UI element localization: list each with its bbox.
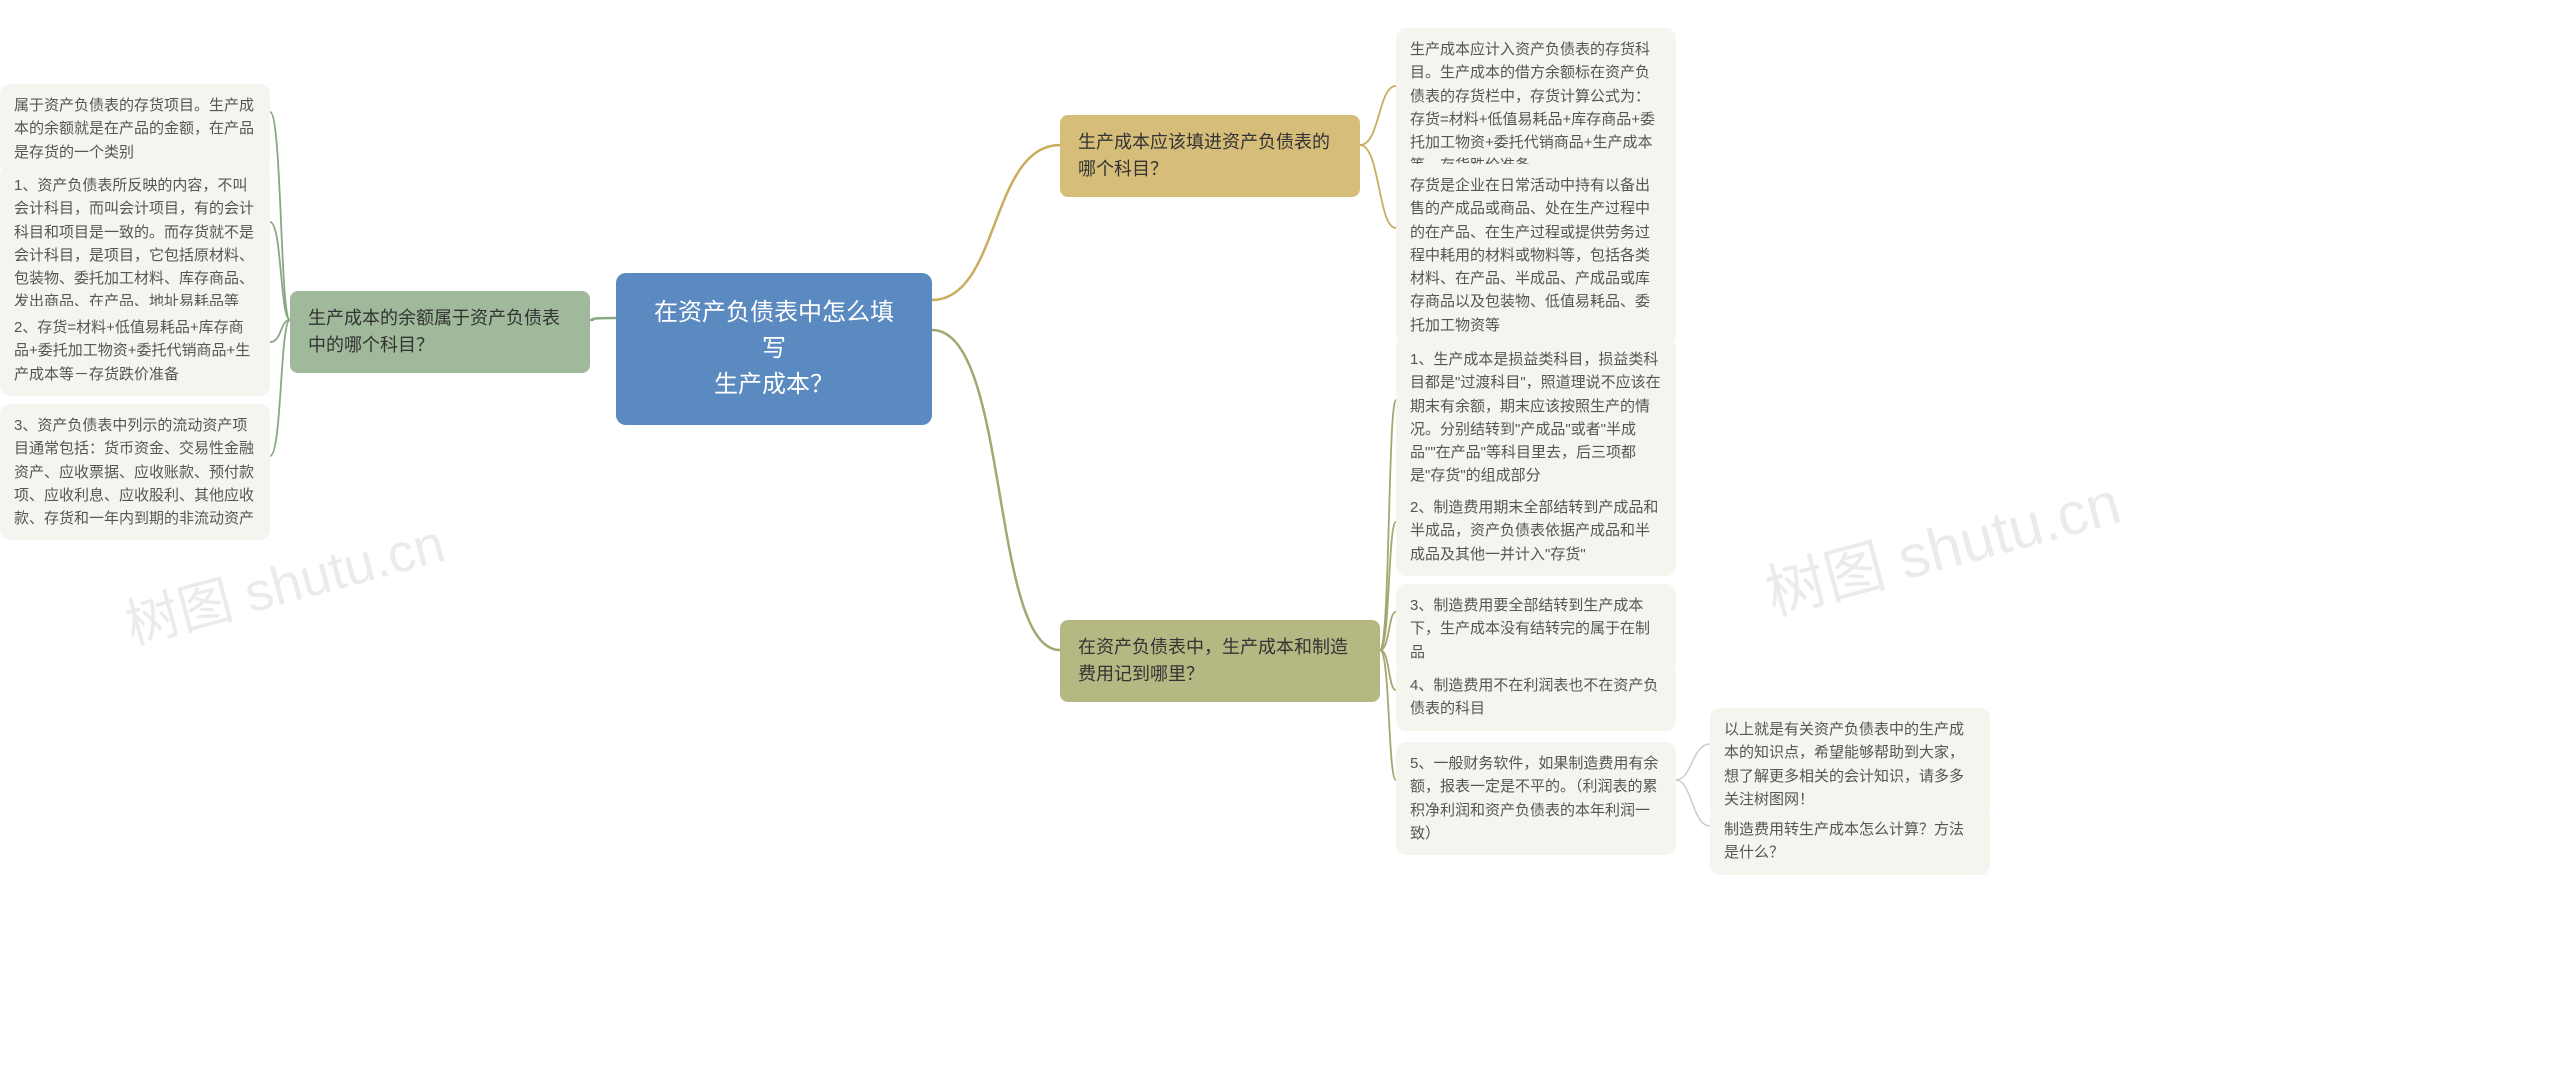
- leaf-left-1: 1、资产负债表所反映的内容，不叫会计科目，而叫会计项目，有的会计科目和项目是一致…: [0, 164, 270, 324]
- branch-left: 生产成本的余额属于资产负债表中的哪个科目？: [290, 291, 590, 373]
- leaf-left-0: 属于资产负债表的存货项目。生产成本的余额就是在产品的金额，在产品是存货的一个类别: [0, 84, 270, 174]
- leaf-br-4-0: 以上就是有关资产负债表中的生产成本的知识点，希望能够帮助到大家，想了解更多相关的…: [1710, 708, 1990, 821]
- branch-top-right: 生产成本应该填进资产负债表的哪个科目？: [1060, 115, 1360, 197]
- leaf-br-1: 2、制造费用期末全部结转到产成品和半成品，资产负债表依据产成品和半成品及其他一并…: [1396, 486, 1676, 576]
- center-line1: 在资产负债表中怎么填写: [644, 295, 904, 367]
- leaf-br-2: 3、制造费用要全部结转到生产成本下，生产成本没有结转完的属于在制品: [1396, 584, 1676, 674]
- leaf-left-3: 3、资产负债表中列示的流动资产项目通常包括：货币资金、交易性金融资产、应收票据、…: [0, 404, 270, 540]
- watermark: 树图 shutu.cn: [1755, 454, 2129, 632]
- leaf-br-4-1: 制造费用转生产成本怎么计算？方法是什么？: [1710, 808, 1990, 875]
- leaf-br-3: 4、制造费用不在利润表也不在资产负债表的科目: [1396, 664, 1676, 731]
- leaf-br-0: 1、生产成本是损益类科目，损益类科目都是"过渡科目"，照道理说不应该在期末有余额…: [1396, 338, 1676, 498]
- center-node: 在资产负债表中怎么填写 生产成本？: [616, 273, 932, 425]
- center-line2: 生产成本？: [644, 367, 904, 403]
- leaf-br-4: 5、一般财务软件，如果制造费用有余额，报表一定是不平的。（利润表的累积净利润和资…: [1396, 742, 1676, 855]
- leaf-left-2: 2、存货=材料+低值易耗品+库存商品+委托加工物资+委托代销商品+生产成本等－存…: [0, 306, 270, 396]
- branch-bottom-right: 在资产负债表中，生产成本和制造费用记到哪里？: [1060, 620, 1380, 702]
- leaf-tr-1: 存货是企业在日常活动中持有以备出售的产成品或商品、处在生产过程中的在产品、在生产…: [1396, 164, 1676, 347]
